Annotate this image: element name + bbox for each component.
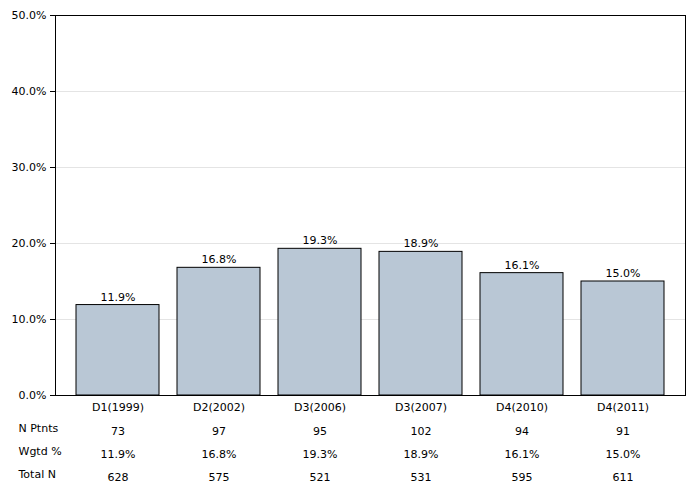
svg-text:16.8%: 16.8%: [202, 253, 237, 266]
svg-text:18.9%: 18.9%: [404, 237, 439, 250]
svg-text:30.0%: 30.0%: [12, 161, 47, 174]
svg-text:73: 73: [111, 425, 125, 438]
svg-text:15.0%: 15.0%: [606, 448, 641, 461]
svg-text:531: 531: [411, 471, 432, 484]
svg-text:D3(2006): D3(2006): [294, 401, 346, 414]
svg-text:40.0%: 40.0%: [12, 85, 47, 98]
svg-text:611: 611: [613, 471, 634, 484]
svg-text:N Ptnts: N Ptnts: [19, 422, 59, 435]
svg-text:19.3%: 19.3%: [303, 448, 338, 461]
svg-text:11.9%: 11.9%: [101, 291, 136, 304]
svg-text:94: 94: [515, 425, 529, 438]
svg-text:628: 628: [108, 471, 129, 484]
svg-text:20.0%: 20.0%: [12, 237, 47, 250]
svg-text:D2(2002): D2(2002): [193, 401, 245, 414]
svg-text:D1(1999): D1(1999): [92, 401, 144, 414]
svg-text:19.3%: 19.3%: [303, 234, 338, 247]
svg-text:10.0%: 10.0%: [12, 313, 47, 326]
svg-text:D4(2010): D4(2010): [496, 401, 548, 414]
svg-text:15.0%: 15.0%: [606, 267, 641, 280]
svg-text:0.0%: 0.0%: [19, 389, 47, 402]
svg-text:D3(2007): D3(2007): [395, 401, 447, 414]
svg-text:18.9%: 18.9%: [404, 448, 439, 461]
svg-text:Total N: Total N: [18, 468, 56, 481]
svg-text:16.8%: 16.8%: [202, 448, 237, 461]
svg-text:575: 575: [209, 471, 230, 484]
svg-text:11.9%: 11.9%: [101, 448, 136, 461]
svg-text:D4(2011): D4(2011): [597, 401, 649, 414]
svg-text:97: 97: [212, 425, 226, 438]
svg-text:50.0%: 50.0%: [12, 9, 47, 22]
svg-text:91: 91: [616, 425, 630, 438]
svg-text:Wgtd %: Wgtd %: [19, 445, 62, 458]
svg-text:521: 521: [310, 471, 331, 484]
svg-text:595: 595: [512, 471, 533, 484]
svg-text:95: 95: [313, 425, 327, 438]
svg-text:102: 102: [411, 425, 432, 438]
svg-text:16.1%: 16.1%: [505, 448, 540, 461]
svg-text:16.1%: 16.1%: [505, 259, 540, 272]
